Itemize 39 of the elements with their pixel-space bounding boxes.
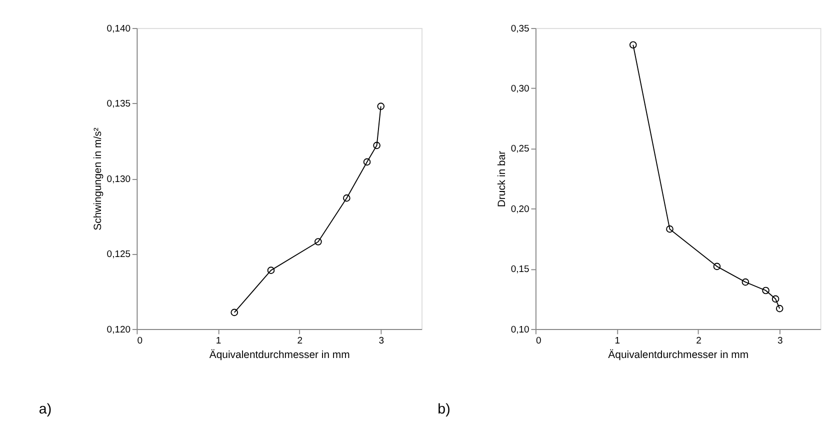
- point: [373, 142, 380, 150]
- point: [762, 286, 770, 294]
- x-tick-label: 2: [696, 336, 702, 347]
- point: [742, 278, 750, 286]
- y-axis-title: Druck in bar: [497, 150, 508, 208]
- point: [314, 238, 322, 246]
- point: [772, 295, 780, 303]
- y-axis-title: Schwingungen in m/s²: [93, 127, 104, 230]
- point: [267, 266, 275, 274]
- point: [377, 102, 385, 110]
- y-tick-label: 0,130: [106, 174, 131, 185]
- y-tick-label: 0,135: [106, 98, 131, 110]
- x-tick-label: 2: [297, 336, 303, 347]
- y-tick-label: 0,10: [510, 324, 530, 336]
- y-tick-label: 0,140: [106, 23, 131, 34]
- y-tick-label: 0,120: [106, 324, 131, 336]
- y-tick-label: 0,125: [106, 249, 131, 260]
- x-tick-label: 0: [137, 336, 142, 347]
- point: [776, 304, 784, 312]
- y-tick-label: 0,30: [510, 84, 530, 95]
- x-tick-label: 0: [536, 336, 542, 347]
- x-tick-label: 1: [614, 336, 620, 347]
- point: [666, 225, 674, 233]
- text: b): [438, 402, 450, 418]
- y-tick-label: 0,20: [510, 204, 530, 215]
- text: a): [38, 402, 52, 418]
- point: [713, 262, 721, 270]
- x-tick-label: 3: [777, 336, 783, 347]
- x-axis-title: Äquivalentdurchmesser in mm: [209, 348, 350, 361]
- point: [230, 308, 238, 316]
- point: [363, 158, 371, 166]
- x-tick-label: 1: [216, 336, 222, 347]
- y-tick-label: 0,25: [510, 144, 530, 155]
- y-tick-label: 0,35: [510, 23, 530, 34]
- point: [629, 41, 637, 49]
- point: [343, 194, 350, 202]
- y-tick-label: 0,15: [510, 264, 530, 276]
- x-tick-label: 3: [378, 336, 384, 347]
- x-axis-title: Äquivalentdurchmesser in mm: [608, 348, 749, 361]
